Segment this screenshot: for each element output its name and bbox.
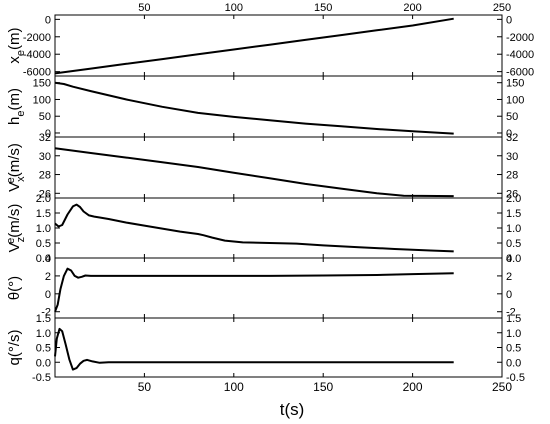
y-tick-label-left: 0 <box>45 14 51 26</box>
y-tick-label-left: 1.0 <box>36 223 51 235</box>
panel-5: 4 4 2 2 0 0 -2 -2 θ(°) <box>6 253 516 319</box>
y-tick-label-left: 0 <box>45 289 51 301</box>
panel-2: 150 150 100 100 50 50 0 0 he(m) <box>6 75 524 140</box>
x-tick-label-top: 200 <box>403 2 421 14</box>
panel-frame <box>54 75 503 138</box>
y-tick-label-right: -4000 <box>506 49 534 61</box>
series-line <box>54 17 454 75</box>
panel-1: 0 0 -2000 -2000 -4000 -4000 -6000 -6000 xe(m) <box>6 14 534 78</box>
y-tick-label-left: 150 <box>33 78 51 90</box>
y-tick-label-right: 0.5 <box>506 343 521 355</box>
y-tick-label-left: -2 <box>41 307 51 319</box>
x-tick-label-bottom: 150 <box>313 380 333 394</box>
y-tick-label-right: -6000 <box>506 67 534 79</box>
y-tick-label-right: -0.5 <box>506 372 525 384</box>
x-axis-label: t(s) <box>280 400 305 419</box>
panel-4: 2.0 2.0 1.5 1.5 1.0 1.0 0.5 0.5 0.0 0.0 Vze(m/s) <box>5 193 521 265</box>
panel-frame <box>54 317 503 378</box>
series-line <box>54 327 454 371</box>
y-tick-label-left: 1.0 <box>36 328 51 340</box>
x-tick-label-bottom: 200 <box>403 380 423 394</box>
x-tick-label-bottom: 250 <box>492 380 512 394</box>
y-tick-label-left: -0.5 <box>32 372 51 384</box>
y-axis-label: q(°/s) <box>6 329 23 365</box>
x-tick-label-top: 100 <box>225 2 243 14</box>
x-tick-label-top: 150 <box>314 2 332 14</box>
y-tick-label-right: -2000 <box>506 32 534 44</box>
panel-frame <box>54 257 503 319</box>
y-tick-label-right: 0 <box>506 289 512 301</box>
y-tick-label-right: 0 <box>506 14 512 26</box>
y-tick-label-right: 0 <box>506 128 512 140</box>
y-tick-label-right: 1.5 <box>506 313 521 325</box>
y-tick-label-left: 0.0 <box>36 253 51 265</box>
panel-3: 32 32 30 30 28 28 26 26 Vxe(m/s) <box>5 132 518 200</box>
panel-frame <box>54 136 503 199</box>
panel-frame <box>54 14 503 77</box>
y-tick-label-left: 30 <box>39 151 51 163</box>
y-tick-label-left: 1.5 <box>36 313 51 325</box>
y-tick-label-left: 0.0 <box>36 357 51 369</box>
y-tick-label-right: 2.0 <box>506 193 521 205</box>
x-tick-label-top: 250 <box>493 2 511 14</box>
y-tick-label-right: 1.0 <box>506 328 521 340</box>
y-axis-label: Vxe(m/s) <box>5 143 27 192</box>
y-axis-label: Vze(m/s) <box>5 204 27 253</box>
x-tick-label-top: 50 <box>138 2 150 14</box>
y-tick-label-left: 50 <box>39 111 51 123</box>
y-axis-label: he(m) <box>6 88 27 125</box>
y-tick-label-right: 1.0 <box>506 223 521 235</box>
y-tick-label-left: -4000 <box>23 49 51 61</box>
y-tick-label-right: 50 <box>506 111 518 123</box>
y-tick-label-right: 32 <box>506 132 518 144</box>
y-tick-label-left: 32 <box>39 132 51 144</box>
series-line <box>54 147 454 198</box>
y-tick-label-right: 30 <box>506 151 518 163</box>
y-tick-label-right: 100 <box>506 94 524 106</box>
y-tick-label-left: 0.5 <box>36 343 51 355</box>
y-tick-label-right: 28 <box>506 170 518 182</box>
y-tick-label-right: 1.5 <box>506 208 521 220</box>
y-tick-label-right: 0.0 <box>506 357 521 369</box>
y-tick-label-left: -6000 <box>23 67 51 79</box>
x-tick-label-bottom: 100 <box>224 380 244 394</box>
y-axis-label: xe(m) <box>6 27 27 63</box>
panel-frame <box>54 197 503 259</box>
y-tick-label-left: 4 <box>45 253 51 265</box>
y-tick-label-left: 1.5 <box>36 208 51 220</box>
y-tick-label-right: 0.0 <box>506 253 521 265</box>
y-tick-label-left: 28 <box>39 170 51 182</box>
y-tick-label-left: 0 <box>45 128 51 140</box>
panel-6: 1.5 1.5 1.0 1.0 0.5 0.5 0.0 0.0 -0.5 -0.5 q(°/s) <box>6 313 525 384</box>
y-tick-label-left: 26 <box>39 188 51 200</box>
y-tick-label-left: 100 <box>33 94 51 106</box>
panels-group: 0 0-2000 -2000-4000 -4000-6000 -6000xe(m)150… <box>5 2 534 394</box>
y-tick-label-left: 0.5 <box>36 238 51 250</box>
series-line <box>54 203 454 253</box>
y-tick-label-right: -2 <box>506 307 516 319</box>
y-tick-label-right: 2 <box>506 271 512 283</box>
series-line <box>54 81 454 135</box>
y-tick-label-left: 2.0 <box>36 193 51 205</box>
y-tick-label-right: 150 <box>506 78 524 90</box>
series-line <box>54 267 454 313</box>
y-tick-label-left: 2 <box>45 271 51 283</box>
x-tick-label-bottom: 50 <box>138 380 152 394</box>
y-tick-label-left: -2000 <box>23 32 51 44</box>
x-axis-group: t(s) <box>280 400 305 419</box>
y-tick-label-right: 4 <box>506 253 512 265</box>
y-tick-label-right: 26 <box>506 188 518 200</box>
y-tick-label-right: 0.5 <box>506 238 521 250</box>
y-axis-label: θ(°) <box>6 276 23 300</box>
